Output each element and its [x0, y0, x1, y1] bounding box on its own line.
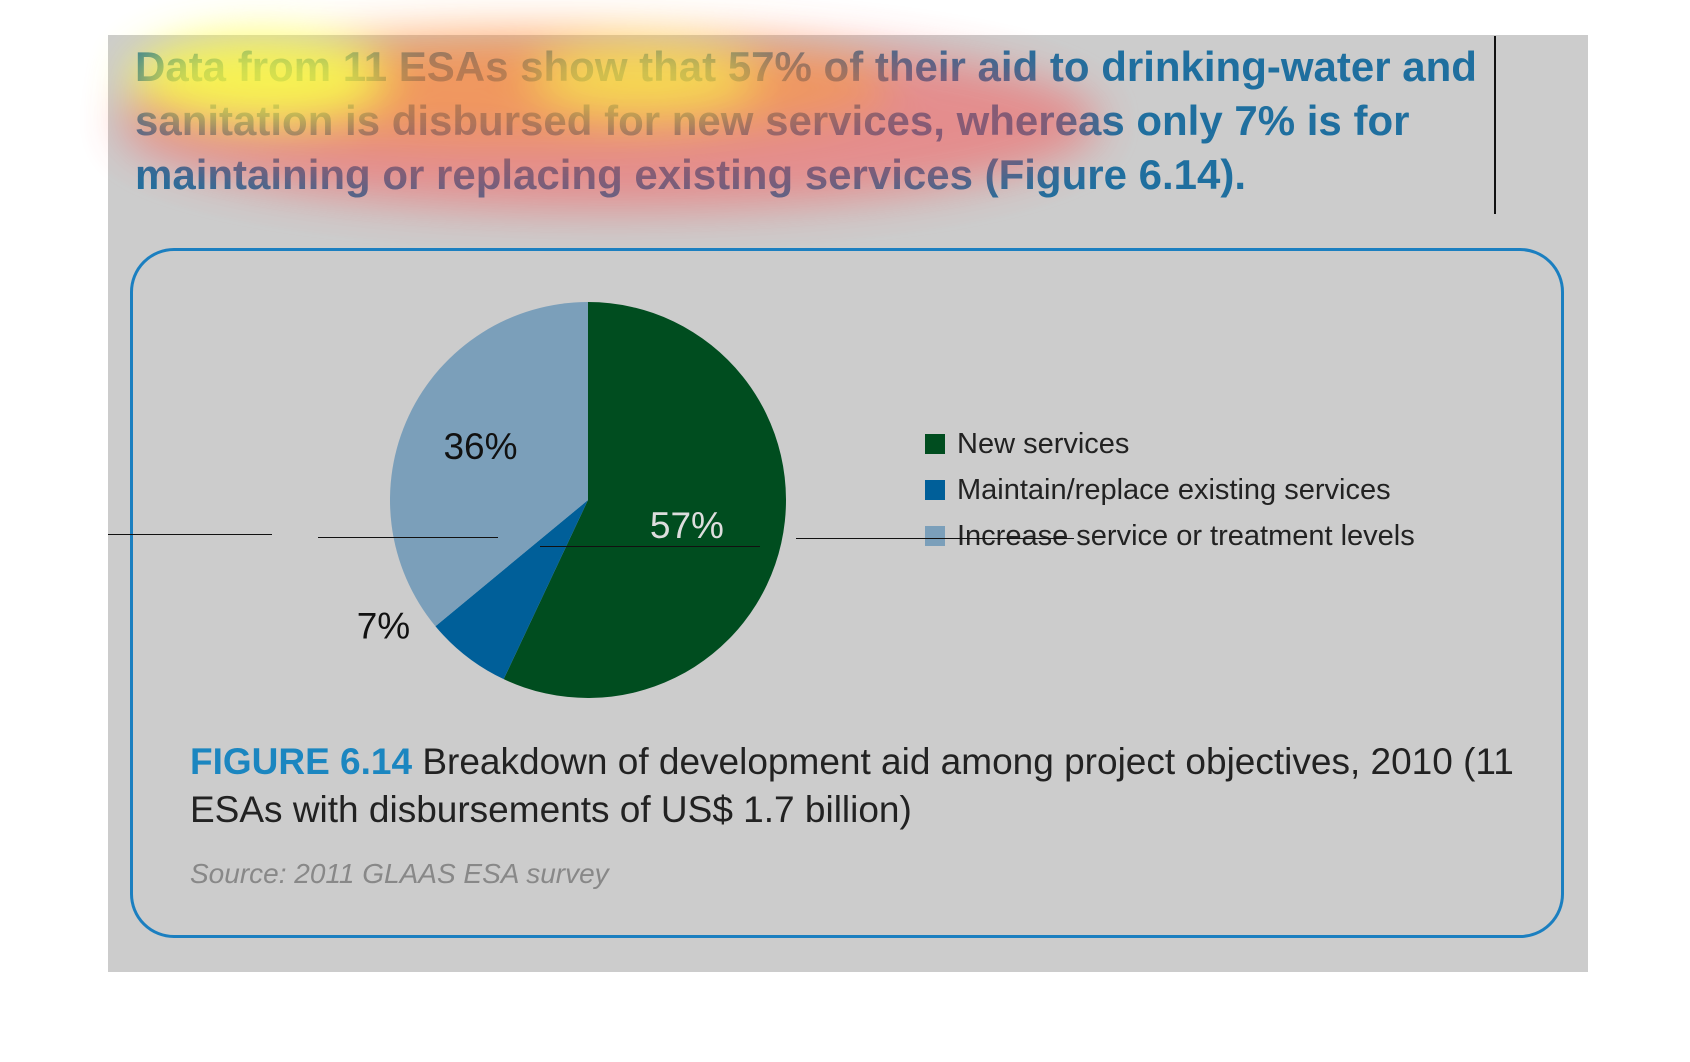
legend-swatch: [925, 434, 945, 454]
pie-data-label: 7%: [357, 605, 410, 646]
pie-data-label: 36%: [443, 426, 517, 467]
pie-slice-new-services: [503, 302, 787, 698]
pie-data-label: 57%: [650, 505, 724, 546]
figure-panel: [108, 35, 1588, 972]
legend-label: Increase service or treatment levels: [957, 519, 1415, 552]
legend-swatch: [925, 526, 945, 546]
annotation-line: [318, 537, 498, 538]
figure-frame: [130, 248, 1564, 938]
legend-item-new-services: New services: [925, 426, 1129, 462]
pie-slice-increase-service-or-treatment-levels: [389, 302, 588, 627]
figure-caption-label: FIGURE 6.14: [190, 741, 413, 782]
pie-slice-maintain-replace-existing-services: [435, 500, 588, 680]
annotation-line: [108, 534, 272, 535]
legend-swatch: [925, 480, 945, 500]
legend-item-maintain-replace: Maintain/replace existing services: [925, 472, 1391, 508]
annotation-line: [796, 538, 1074, 539]
text-cursor: [1494, 36, 1496, 214]
legend-label: Maintain/replace existing services: [957, 473, 1391, 506]
figure-caption: FIGURE 6.14 Breakdown of development aid…: [190, 738, 1530, 834]
figure-caption-text: Breakdown of development aid among proje…: [190, 741, 1514, 830]
legend-item-increase-service: Increase service or treatment levels: [925, 518, 1415, 554]
legend-label: New services: [957, 427, 1130, 460]
annotation-line: [540, 546, 760, 547]
figure-source: Source: 2011 GLAAS ESA survey: [190, 858, 609, 889]
